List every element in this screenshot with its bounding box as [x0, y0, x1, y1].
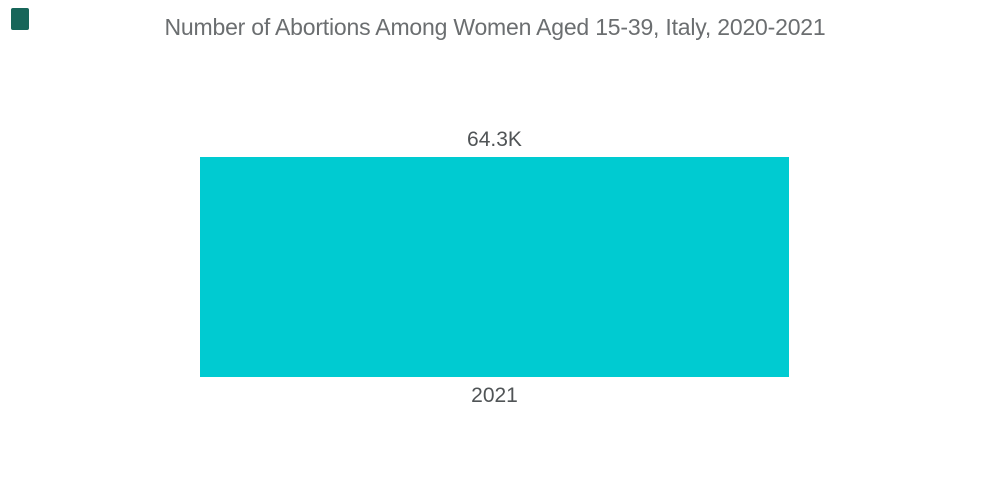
bar-2021 — [200, 157, 789, 377]
bar-value-label: 64.3K — [467, 128, 522, 151]
plot-area — [200, 157, 789, 377]
x-axis-label-2021: 2021 — [471, 384, 518, 407]
chart-title: Number of Abortions Among Women Aged 15-… — [164, 14, 826, 40]
brand-logo-icon — [11, 8, 29, 30]
